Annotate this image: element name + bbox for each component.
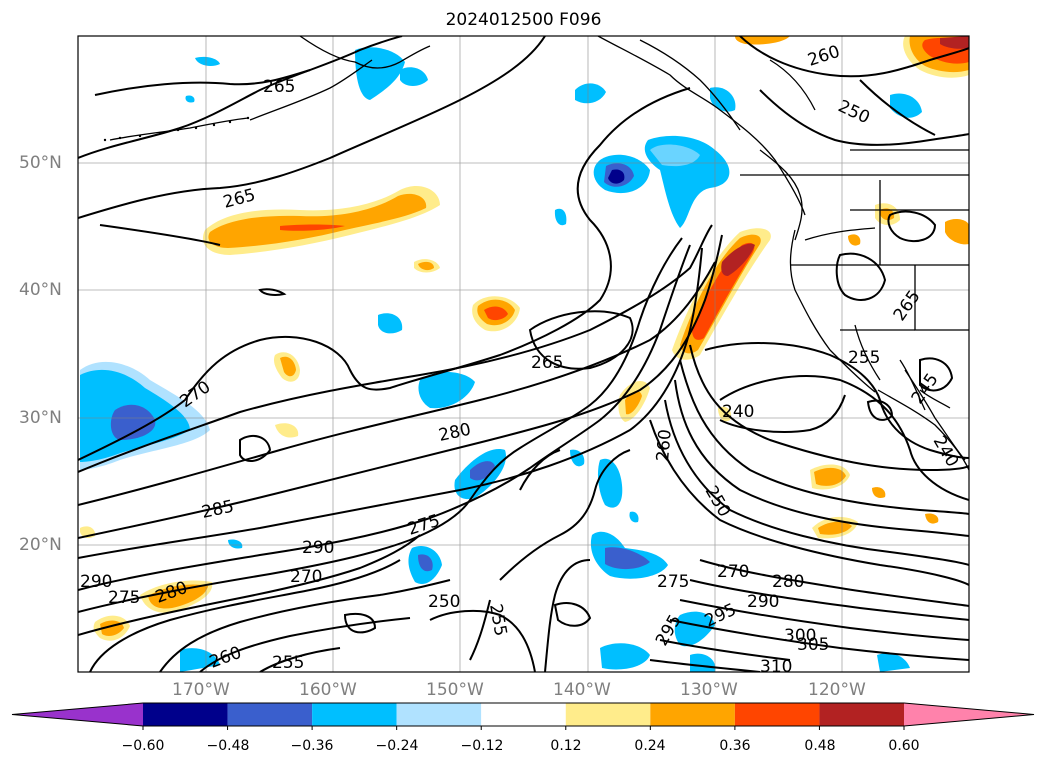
colorbar xyxy=(11,702,1035,730)
lon-label: 130°W xyxy=(680,680,738,700)
lat-label: 50°N xyxy=(19,153,62,173)
contour-label: 290 xyxy=(302,538,334,558)
shaded-anomaly-fields xyxy=(80,36,969,672)
colorbar-tick-label: −0.24 xyxy=(375,738,419,754)
colorbar-bin xyxy=(143,703,228,726)
colorbar-bin xyxy=(819,703,904,726)
lon-label: 160°W xyxy=(299,680,357,700)
lon-label: 140°W xyxy=(553,680,611,700)
lon-label: 150°W xyxy=(426,680,484,700)
contour-label: 275 xyxy=(108,588,140,608)
colorbar-tick-label: −0.36 xyxy=(290,738,334,754)
colorbar-tick-label: −0.12 xyxy=(460,738,504,754)
colorbar-tick-label: 0.24 xyxy=(634,738,666,754)
contour-label: 265 xyxy=(263,77,295,97)
colorbar-bin xyxy=(227,703,313,726)
contour-label: 275 xyxy=(657,572,689,592)
map-background xyxy=(78,36,969,672)
map-title: 2024012500 F096 xyxy=(445,10,602,30)
contour-label: 255 xyxy=(848,348,880,368)
negative-anomaly-areas xyxy=(80,47,922,672)
colorbar-bin xyxy=(312,703,397,726)
contour-label: 300 xyxy=(784,626,816,646)
lat-label: 20°N xyxy=(19,535,62,555)
colorbar-tick-label: −0.48 xyxy=(206,738,250,754)
colorbar-bin xyxy=(565,703,651,726)
contour-label: 270 xyxy=(717,562,749,582)
colorbar-bin xyxy=(650,703,735,726)
map-frame xyxy=(77,35,970,673)
positive-anomaly-areas xyxy=(80,36,969,641)
lat-label: 30°N xyxy=(19,408,62,428)
contour-label: 270 xyxy=(290,567,322,587)
colorbar-bin xyxy=(396,703,482,726)
contour-label: 290 xyxy=(747,592,779,612)
colorbar-tick-label: 0.12 xyxy=(550,738,582,754)
contour-label: 305 xyxy=(797,635,829,655)
contour-label: 250 xyxy=(428,592,460,612)
contour-label: 290 xyxy=(80,572,112,592)
colorbar-bin xyxy=(481,703,566,726)
colorbar-extend-low xyxy=(12,703,143,726)
colorbar-tick-label: −0.60 xyxy=(121,738,165,754)
height-contours xyxy=(78,36,969,672)
lat-label: 40°N xyxy=(19,280,62,300)
contour-label: 255 xyxy=(272,653,304,673)
contour-label: 310 xyxy=(760,657,792,677)
colorbar-bin xyxy=(734,703,820,726)
coastlines xyxy=(109,36,969,471)
contour-label: 265 xyxy=(531,353,563,373)
contour-label: 240 xyxy=(722,402,754,422)
lon-label: 170°W xyxy=(172,680,230,700)
contour-label: 260 xyxy=(653,428,676,462)
lon-label: 120°W xyxy=(808,680,866,700)
colorbar-tick-label: 0.36 xyxy=(719,738,751,754)
colorbar-tick-label: 0.60 xyxy=(888,738,920,754)
colorbar-tick-label: 0.48 xyxy=(804,738,836,754)
colorbar-extend-high xyxy=(904,703,1034,726)
contour-label: 280 xyxy=(772,572,804,592)
